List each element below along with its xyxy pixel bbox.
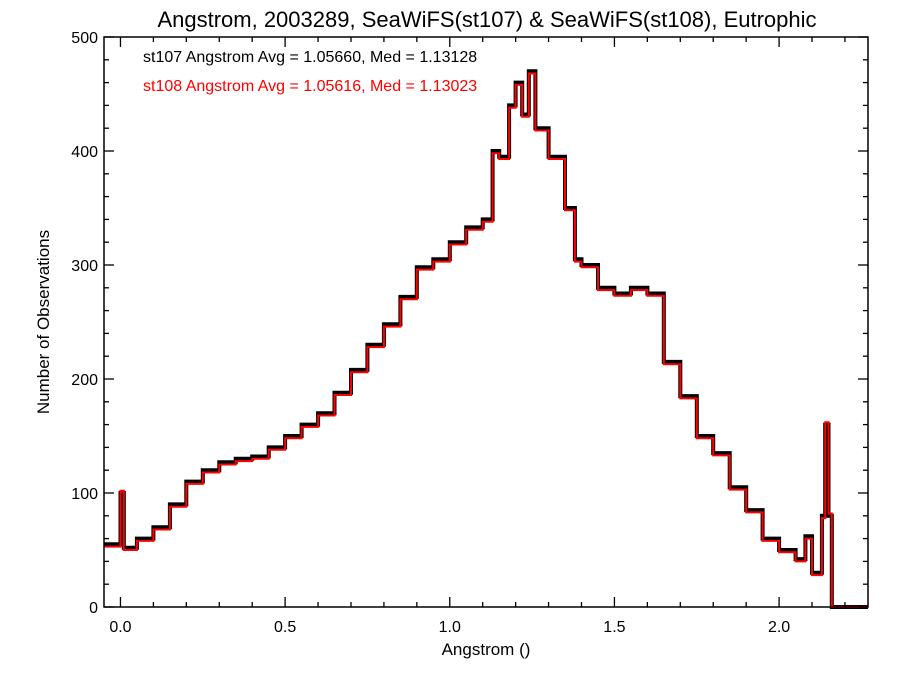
- x-tick-label: 1.0: [439, 619, 461, 636]
- series-line-1: [104, 69, 868, 609]
- plot-marks: [104, 69, 868, 609]
- y-tick-label: 0: [89, 600, 98, 617]
- chart-title: Angstrom, 2003289, SeaWiFS(st107) & SeaW…: [157, 7, 816, 32]
- y-tick-label: 100: [71, 486, 98, 503]
- y-tick-label: 300: [71, 258, 98, 275]
- x-tick-label: 2.0: [768, 619, 790, 636]
- y-tick-label: 500: [71, 30, 98, 47]
- y-axis-label: Number of Observations: [34, 230, 53, 414]
- annotation-st108: st108 Angstrom Avg = 1.05616, Med = 1.13…: [143, 78, 477, 95]
- x-tick-label: 0.0: [109, 619, 131, 636]
- annotation-st107: st107 Angstrom Avg = 1.05660, Med = 1.13…: [143, 49, 477, 66]
- y-tick-label: 200: [71, 372, 98, 389]
- plot-frame: [103, 36, 869, 608]
- x-tick-label: 1.5: [603, 619, 625, 636]
- series-line-2: [104, 72, 868, 608]
- axis-ticks: 0.0 0.5 1.0 1.5 2.0 0 100 200 300 400 500: [71, 30, 868, 636]
- x-tick-label: 0.5: [274, 619, 296, 636]
- x-axis-label: Angstrom (): [442, 640, 531, 659]
- y-tick-label: 400: [71, 144, 98, 161]
